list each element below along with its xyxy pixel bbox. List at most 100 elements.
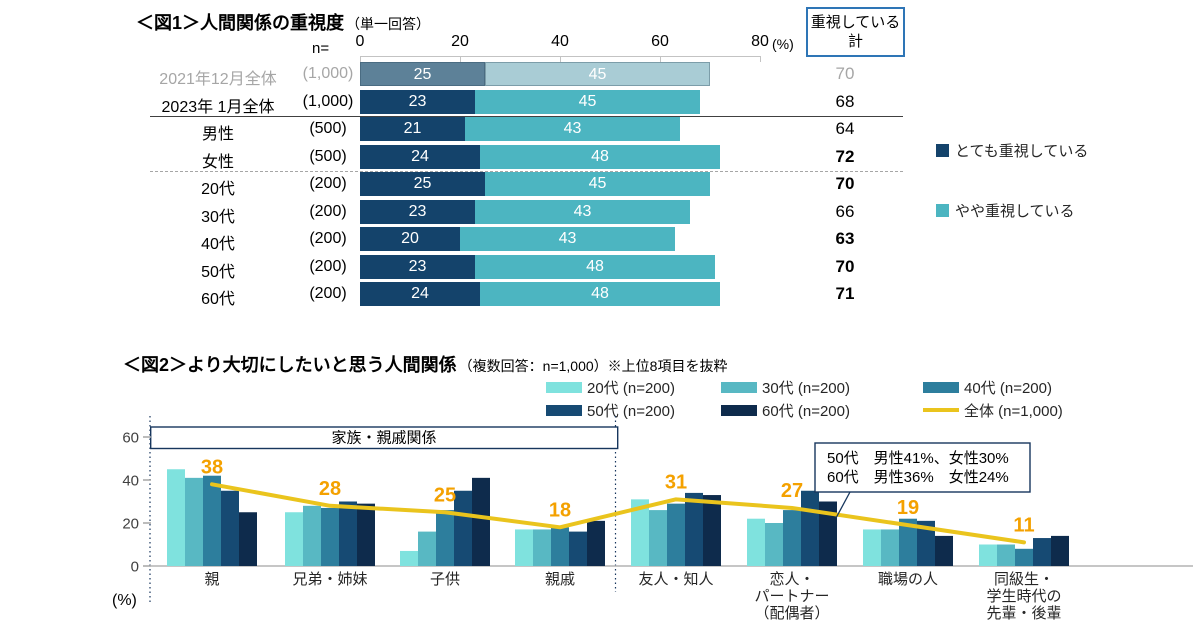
bar [649, 510, 667, 566]
bar [285, 512, 303, 566]
bar [418, 531, 436, 566]
figure1-x-axis-tick [360, 57, 361, 62]
row-n: (200) [309, 175, 347, 192]
legend-line-swatch [923, 408, 959, 412]
figure1-row: 40代 (200) 20 43 63 [0, 227, 1200, 253]
bar-segment-very: 23 [360, 254, 475, 279]
very-important-legend-swatch [936, 144, 949, 157]
bar [917, 520, 935, 566]
bar-segment-somewhat: 43 [465, 117, 680, 141]
figure1-x-tick-label: 60 [651, 33, 669, 50]
figure1-row: 男性 (500) 21 43 64 [0, 117, 1200, 143]
row-n: (500) [309, 147, 347, 165]
bar [436, 510, 454, 566]
bar [1015, 548, 1033, 566]
figure1-title-sub: （単一回答） [346, 16, 431, 32]
bar [357, 503, 375, 566]
total-column-header-line: 計 [847, 33, 863, 50]
overall-line [210, 482, 1026, 545]
value-label: 28 [319, 478, 341, 500]
category-label: 恋人・ [769, 570, 814, 588]
row-n: (1,000) [302, 92, 354, 110]
category-label: パートナー [754, 588, 829, 605]
y-axis-tick-label: 0 [131, 559, 139, 576]
row-total: 68 [835, 91, 855, 111]
legend-bar-swatch [546, 404, 582, 416]
bar [863, 529, 881, 566]
value-label: 27 [781, 480, 803, 502]
value-label: 25 [434, 484, 456, 506]
value-label: 38 [201, 456, 223, 478]
bar [1051, 535, 1069, 566]
figure2-legend-item: 30代 (n=200) [721, 378, 850, 397]
bar [631, 499, 649, 566]
row-total: 66 [835, 201, 855, 221]
row-n: (1,000) [302, 65, 354, 82]
row-total: 70 [835, 256, 855, 276]
bar [400, 550, 418, 566]
figure1-title: ＜図1＞人間関係の重視度 （単一回答） [136, 9, 430, 35]
figure1-x-axis-ruler [360, 56, 761, 63]
legend-label: 20代 (n=200) [587, 379, 675, 397]
bar [997, 544, 1015, 566]
bar [667, 503, 685, 566]
bar [303, 505, 321, 566]
figure2-legend-item: 60代 (n=200) [721, 401, 850, 420]
row-label: 50代 [201, 263, 235, 281]
figure1-row: 2021年12月全体 (1,000) 25 45 70 [0, 62, 1200, 88]
value-label: 11 [1013, 514, 1034, 536]
row-total: 63 [835, 229, 855, 248]
figure1-title-main: ＜図1＞人間関係の重視度 [136, 13, 345, 33]
bar [551, 527, 569, 566]
bar [765, 523, 783, 566]
row-label: 男性 [201, 126, 234, 143]
legend-bar-swatch [923, 381, 959, 393]
figure1-row: 60代 (200) 24 48 71 [0, 282, 1200, 308]
category-label: 先輩・後輩 [986, 605, 1061, 622]
figure2-title-main: ＜図2＞より大切にしたいと思う人間関係 [123, 355, 457, 375]
bar [533, 529, 551, 566]
figure2-title-sub: （複数回答：n=1,000）※上位8項目を抜粋 [458, 358, 728, 374]
row-total: 72 [835, 146, 855, 166]
category-label: 学生時代の [986, 588, 1061, 605]
y-axis-tick-label: 40 [122, 473, 139, 490]
value-label: 31 [665, 471, 687, 493]
bar-segment-somewhat: 48 [480, 282, 720, 306]
figure1-row: 20代 (200) 25 45 70 [0, 172, 1200, 198]
category-label: 職場の人 [878, 571, 938, 588]
bar-segment-somewhat: 48 [480, 144, 720, 169]
figure1-x-tick-label: 20 [451, 33, 469, 50]
category-label: （配偶者） [754, 605, 829, 622]
figure1-legend-item: とても重視している [936, 140, 1088, 161]
bar [339, 501, 357, 566]
legend-label: 50代 (n=200) [587, 402, 675, 420]
bar [515, 529, 533, 566]
bar [569, 531, 587, 566]
category-label: 友人・知人 [638, 571, 713, 588]
bar [935, 535, 953, 566]
bar [203, 475, 221, 566]
row-total: 71 [835, 284, 855, 303]
category-label: 子供 [430, 571, 460, 588]
figure1-row: 30代 (200) 23 43 66 [0, 199, 1200, 226]
figure1-x-axis-tick [560, 57, 561, 62]
bar-segment-somewhat: 45 [485, 62, 710, 86]
bar-segment-somewhat: 43 [475, 199, 690, 224]
row-label: 40代 [201, 236, 235, 253]
family-group-box-label: 家族・親戚関係 [331, 430, 436, 447]
category-label: 親戚 [545, 571, 575, 588]
row-separator [150, 115, 903, 117]
row-label: 20代 [201, 181, 235, 198]
bar [819, 501, 837, 566]
row-n: (500) [309, 120, 347, 137]
bar-segment-very: 24 [360, 282, 480, 306]
legend-bar-swatch [721, 381, 757, 393]
y-axis-tick-label: 60 [122, 430, 139, 447]
bar-segment-somewhat: 48 [475, 254, 715, 279]
bar-segment-very: 23 [360, 89, 475, 114]
figure2-legend-item: 全体 (n=1,000) [923, 401, 1063, 420]
row-n: (200) [309, 285, 347, 302]
bar [167, 469, 185, 566]
bar [747, 518, 765, 566]
figure1-n-header: n= [312, 40, 330, 57]
